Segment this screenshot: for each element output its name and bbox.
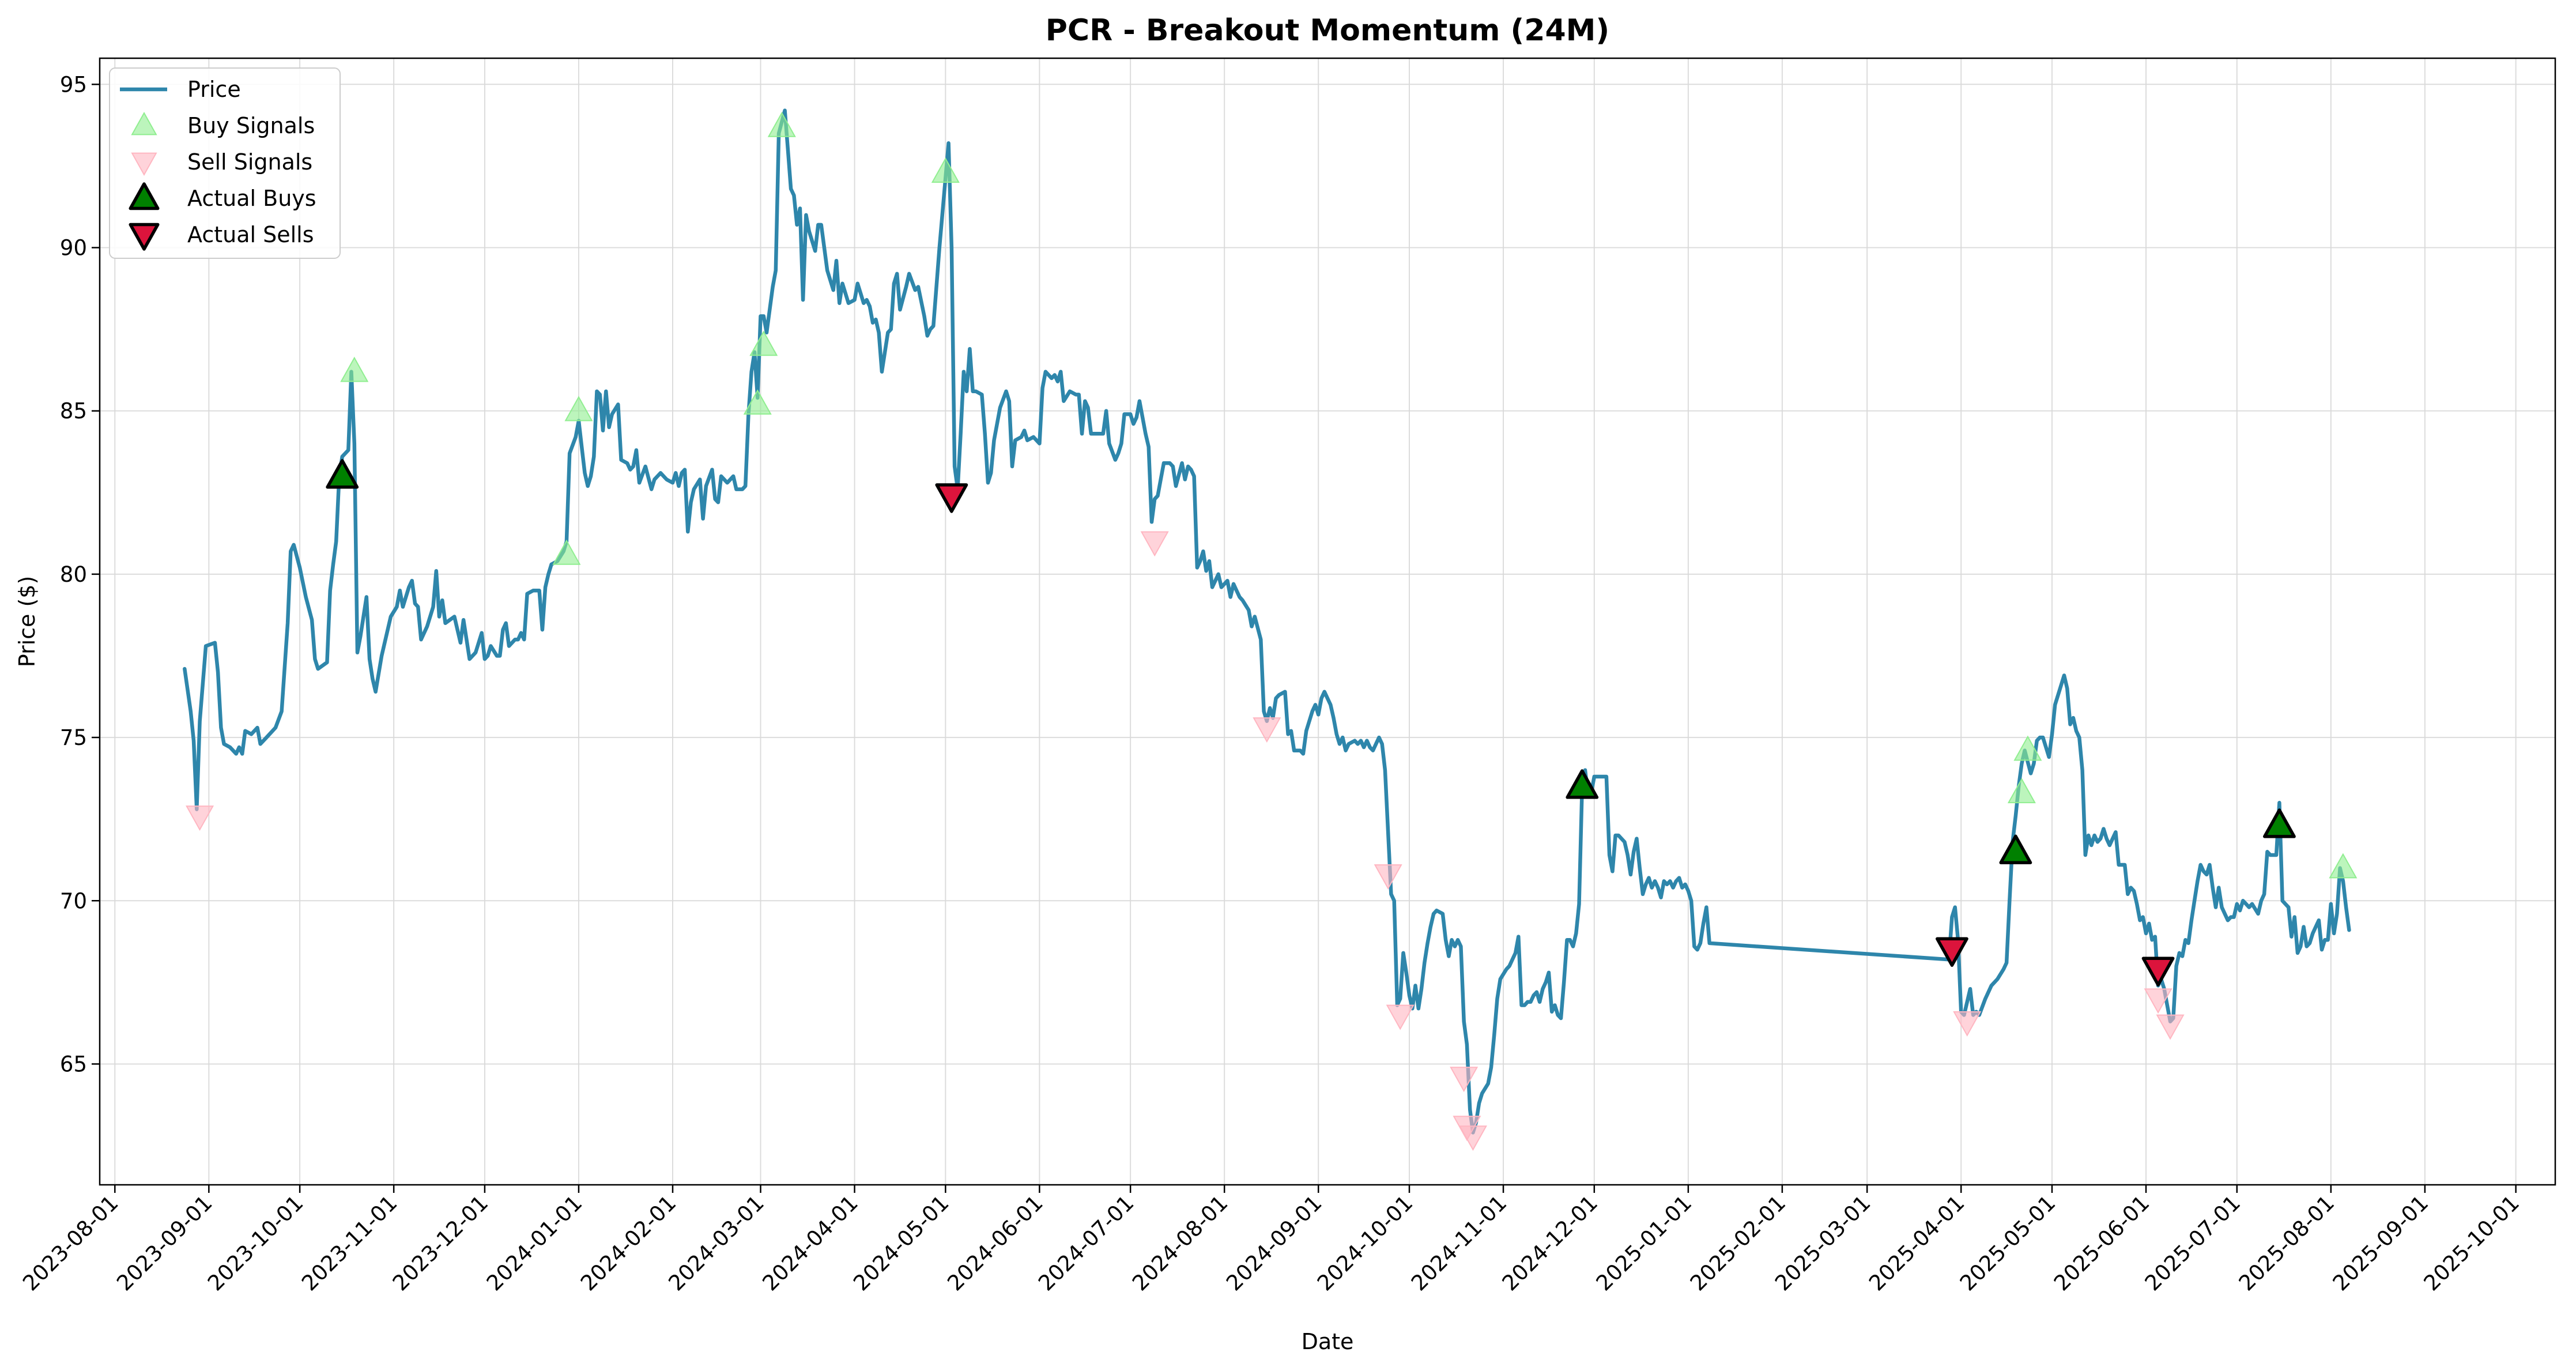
x-tick-label: 2024-04-01 [757,1191,862,1296]
price-series-line [183,108,2351,1135]
actual-sell-marker [1936,937,1968,967]
x-tick-label: 2025-05-01 [1955,1191,2060,1296]
legend-swatch-actual-sell [129,223,160,251]
x-tick-label: 2025-07-01 [2140,1191,2245,1296]
x-tick-label: 2025-01-01 [1591,1191,1696,1296]
y-tick-label: 90 [60,235,87,260]
y-tick-label: 75 [60,725,87,750]
grid [100,58,2555,1185]
x-tick-label: 2025-10-01 [2419,1191,2524,1296]
buy-signal-marker [552,539,581,565]
legend-box [109,67,341,259]
x-tick-label: 2025-09-01 [2328,1191,2433,1296]
sell-signal-marker [1450,1067,1479,1093]
y-axis-label: Price ($) [14,576,40,668]
y-tick-label: 95 [60,72,87,97]
sell-signal-marker [1374,864,1402,890]
x-tick-label: 2023-08-01 [18,1191,123,1296]
x-tick-label: 2025-08-01 [2234,1191,2339,1296]
actual-buy-marker [1999,834,2032,864]
actual-buy-marker [2263,808,2296,838]
axes-frame [99,57,2556,1186]
legend-swatch-actual-buy [129,182,160,210]
legend-swatch-buy-signal [131,111,157,135]
y-tick-label: 65 [60,1052,87,1076]
x-tick-label: 2024-10-01 [1312,1191,1417,1296]
buy-signal-marker [564,396,593,421]
x-tick-label: 2023-10-01 [203,1191,308,1296]
actual-buy-marker [1566,769,1599,799]
chart-title: PCR - Breakout Momentum (24M) [1046,13,1609,48]
x-tick-label: 2024-09-01 [1221,1191,1326,1296]
legend: Price Buy Signals Sell Signals Actual Buys A… [109,67,341,259]
sell-signal-marker [1140,531,1169,557]
buy-signal-marker [340,356,369,382]
buy-signal-marker [2329,853,2358,879]
legend-swatch-sell-signal [131,152,157,176]
legend-label: Price [187,77,241,102]
sell-signal-marker [2144,988,2173,1014]
buy-signal-marker [2013,735,2042,761]
buy-signal-marker [743,389,772,415]
x-tick-label: 2024-03-01 [663,1191,768,1296]
sell-signal-marker [1253,717,1281,743]
y-tick-label: 80 [60,562,87,587]
x-tick-label: 2023-09-01 [112,1191,217,1296]
legend-label: Sell Signals [187,149,312,175]
x-tick-label: 2025-06-01 [2049,1191,2154,1296]
x-tick-label: 2024-06-01 [942,1191,1047,1296]
sell-signal-marker [1458,1125,1487,1151]
x-axis-label: Date [1302,1329,1354,1354]
sell-signal-marker [1953,1011,1982,1037]
buy-signal-marker [767,111,796,137]
legend-label: Actual Sells [187,222,314,247]
x-tick-label: 2024-05-01 [848,1191,953,1296]
x-tick-label: 2024-11-01 [1406,1191,1511,1296]
legend-label: Actual Buys [187,186,316,211]
sell-signal-marker [1386,1004,1415,1030]
x-tick-label: 2024-01-01 [482,1191,587,1296]
plot-area [183,108,2358,1151]
x-tick-label: 2023-12-01 [388,1191,493,1296]
actual-buy-marker [326,459,359,489]
x-tick-label: 2025-04-01 [1864,1191,1969,1296]
y-tick-label: 70 [60,888,87,913]
x-tick-label: 2024-08-01 [1127,1191,1232,1296]
sell-signal-marker [186,805,214,831]
actual-sell-marker [935,483,968,513]
buy-signal-marker [749,330,778,356]
buy-signal-marker [931,157,960,183]
sell-signal-marker [2156,1014,2185,1040]
legend-label: Buy Signals [187,113,315,138]
buy-signal-marker [2007,778,2036,804]
y-tick-label: 85 [60,399,87,424]
x-tick-label: 2024-12-01 [1498,1191,1602,1296]
x-tick-label: 2023-11-01 [297,1191,402,1296]
actual-sell-marker [2141,956,2175,986]
x-tick-label: 2024-07-01 [1034,1191,1138,1296]
